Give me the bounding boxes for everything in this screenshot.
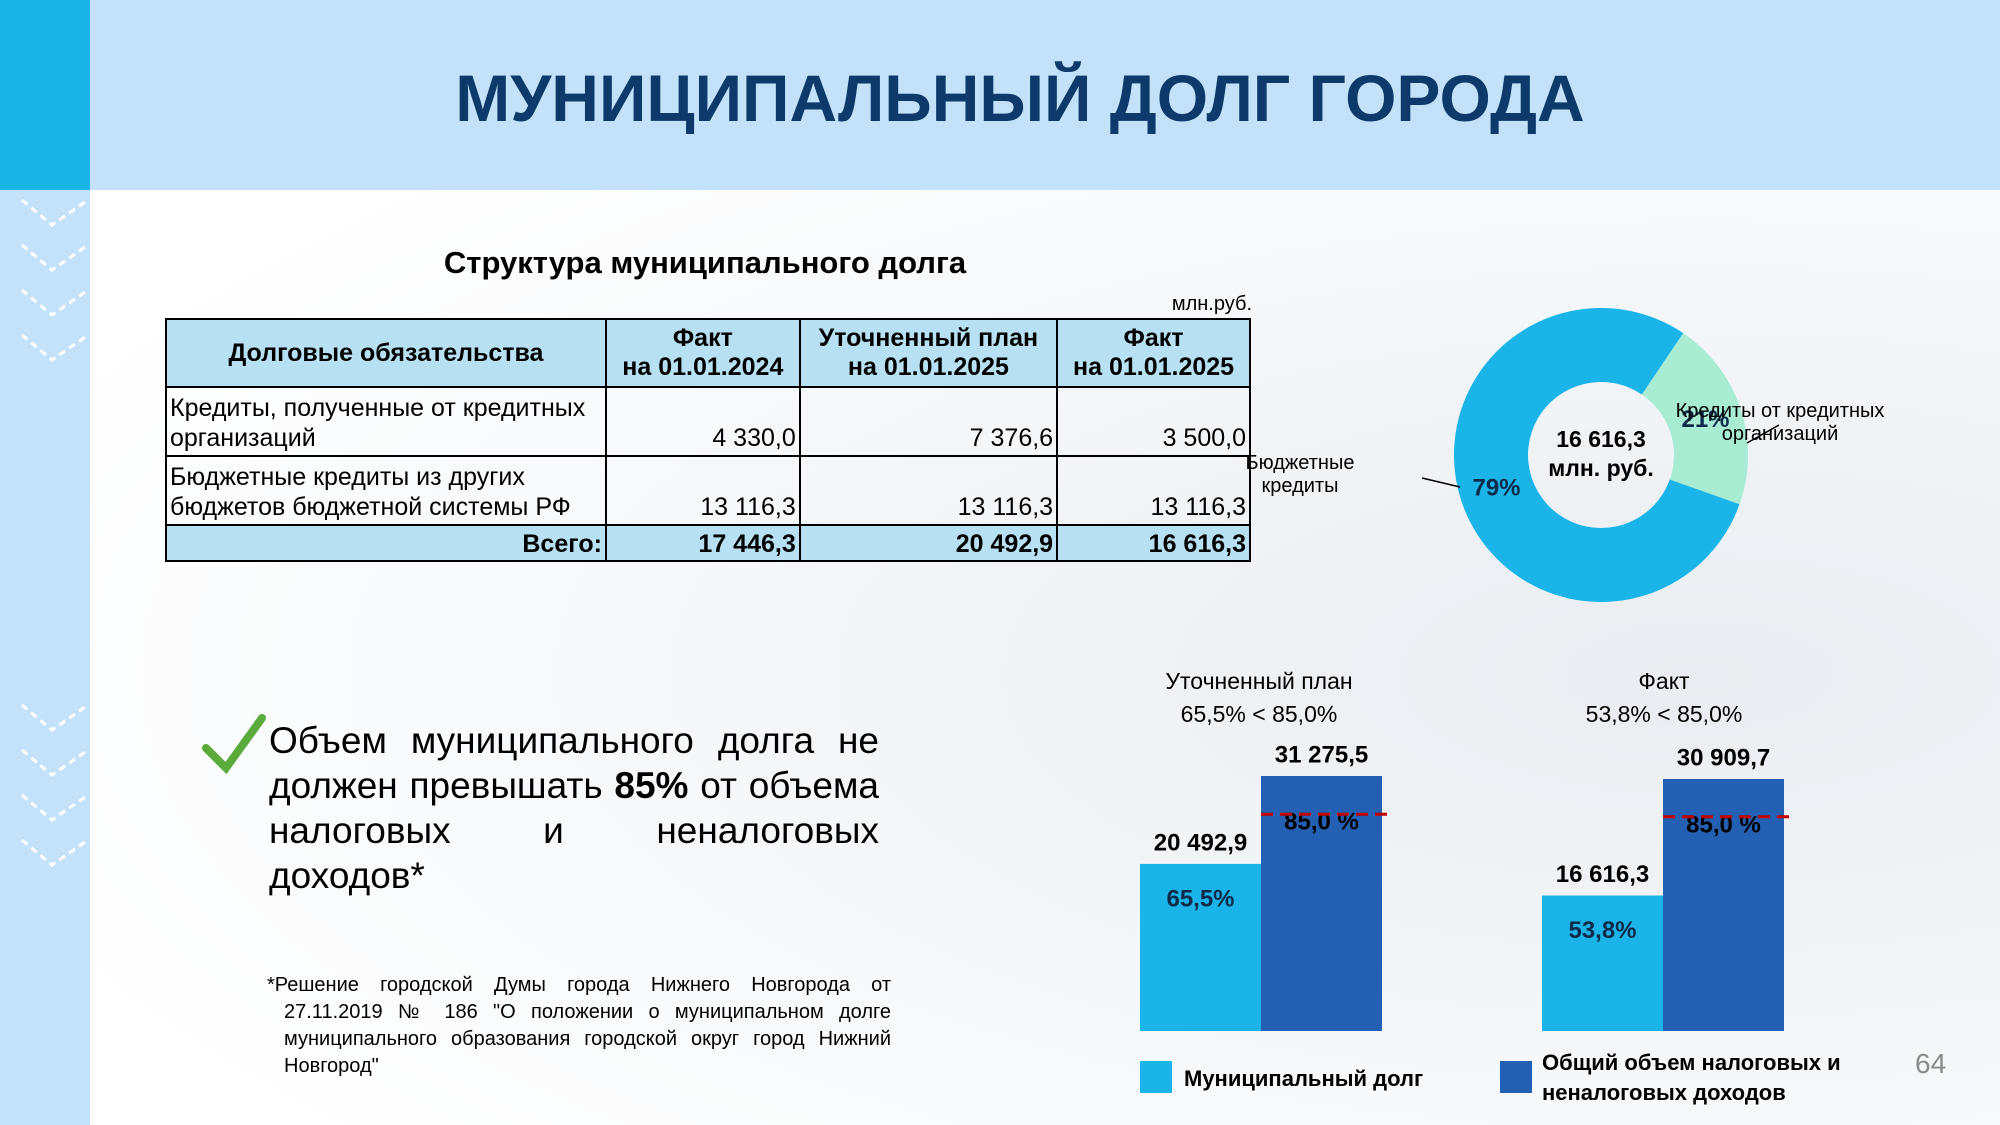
table-cell: Бюджетные кредиты из других бюджетов бюд… bbox=[165, 455, 607, 526]
bar bbox=[1542, 895, 1663, 1031]
data-label: 31 275,5 bbox=[1275, 741, 1368, 768]
table-cell: 3 500,0 bbox=[1056, 386, 1251, 457]
data-label: 30 909,7 bbox=[1677, 744, 1770, 771]
table-cell: Уточненный план на 01.01.2025 bbox=[798, 318, 1059, 388]
category-label: Факт 53,8% < 85,0% bbox=[1585, 668, 1743, 727]
data-label: 21% bbox=[1681, 406, 1729, 433]
table-cell: Долговые обязательства bbox=[165, 318, 607, 388]
table-cell: Кредиты, полученные от кредитных организ… bbox=[165, 386, 607, 457]
table-title: Структура муниципального долга bbox=[443, 245, 967, 280]
table-cell: 13 116,3 bbox=[1056, 455, 1251, 526]
table-row: Всего: 17 446,3 20 492,9 16 616,3 bbox=[165, 524, 1251, 562]
decoration bbox=[21, 198, 89, 867]
table-unit: млн.руб. bbox=[1171, 293, 1252, 315]
donut-segment bbox=[1641, 333, 1748, 505]
inner-label: 65,5% bbox=[1166, 885, 1234, 912]
bar bbox=[1261, 776, 1382, 1031]
donut-segment bbox=[1453, 307, 1740, 602]
table-cell: 13 116,3 bbox=[604, 455, 801, 526]
bar bbox=[1663, 778, 1784, 1031]
table-cell: 16 616,3 bbox=[1056, 524, 1251, 562]
text-part: Объем муниципального долга не должен пре… bbox=[269, 720, 879, 806]
table-cell: 4 330,0 bbox=[604, 386, 801, 457]
legend-label: Муниципальный долг bbox=[1184, 1066, 1424, 1091]
table-cell: 20 492,9 bbox=[798, 524, 1059, 562]
text-part: 85% bbox=[614, 765, 689, 806]
table-row: Долговые обязательства Факт на 01.01.2024… bbox=[165, 318, 1251, 388]
data-label: 79% bbox=[1472, 475, 1520, 502]
table-cell: Факт на 01.01.2025 bbox=[1056, 318, 1251, 388]
page-number: 64 bbox=[1915, 1048, 1947, 1079]
page-title: МУНИЦИПАЛЬНЫЙ ДОЛГ ГОРОДА bbox=[455, 61, 1585, 135]
header-strip bbox=[0, 0, 90, 190]
table-cell: Факт на 01.01.2024 bbox=[604, 318, 801, 388]
footnote: *Решение городской Думы города Нижнего Н… bbox=[267, 974, 891, 1077]
table-row: Кредиты, полученные от кредитных организ… bbox=[165, 386, 1251, 457]
category-label: Уточненный план 65,5% < 85,0% bbox=[1165, 668, 1353, 727]
debt-table: Долговые обязательства Факт на 01.01.2024… bbox=[165, 318, 1251, 562]
table-cell: Всего: bbox=[165, 524, 607, 562]
category-label: Кредиты от кредитных организаций bbox=[1675, 400, 1885, 445]
inner-label: 53,8% bbox=[1568, 917, 1636, 944]
table-cell: 13 116,3 bbox=[798, 455, 1059, 526]
inner-label: 85,0 % bbox=[1284, 808, 1359, 835]
text-part: от объема налоговых и неналоговых доходо… bbox=[269, 765, 879, 896]
table-cell: 7 376,6 bbox=[798, 386, 1059, 457]
legend-label: Общий объем налоговых и неналоговых дохо… bbox=[1542, 1050, 1841, 1105]
table-cell: 17 446,3 bbox=[604, 524, 801, 562]
table-row: Бюджетные кредиты из других бюджетов бюд… bbox=[165, 455, 1251, 526]
legend-swatch bbox=[1140, 1061, 1172, 1093]
data-label: 20 492,9 bbox=[1154, 829, 1247, 856]
header-band bbox=[0, 0, 2000, 190]
limit-text: Объем муниципального долга не должен пре… bbox=[269, 718, 879, 898]
legend-swatch bbox=[1500, 1061, 1532, 1093]
bar bbox=[1140, 863, 1261, 1031]
leader-line bbox=[1746, 424, 1780, 444]
leader-line bbox=[1421, 477, 1461, 488]
center-label: 16 616,3 млн. руб. bbox=[1548, 426, 1654, 481]
category-label: Бюджетные кредиты bbox=[1245, 452, 1355, 497]
check-icon bbox=[202, 714, 266, 775]
data-label: 16 616,3 bbox=[1556, 861, 1649, 888]
